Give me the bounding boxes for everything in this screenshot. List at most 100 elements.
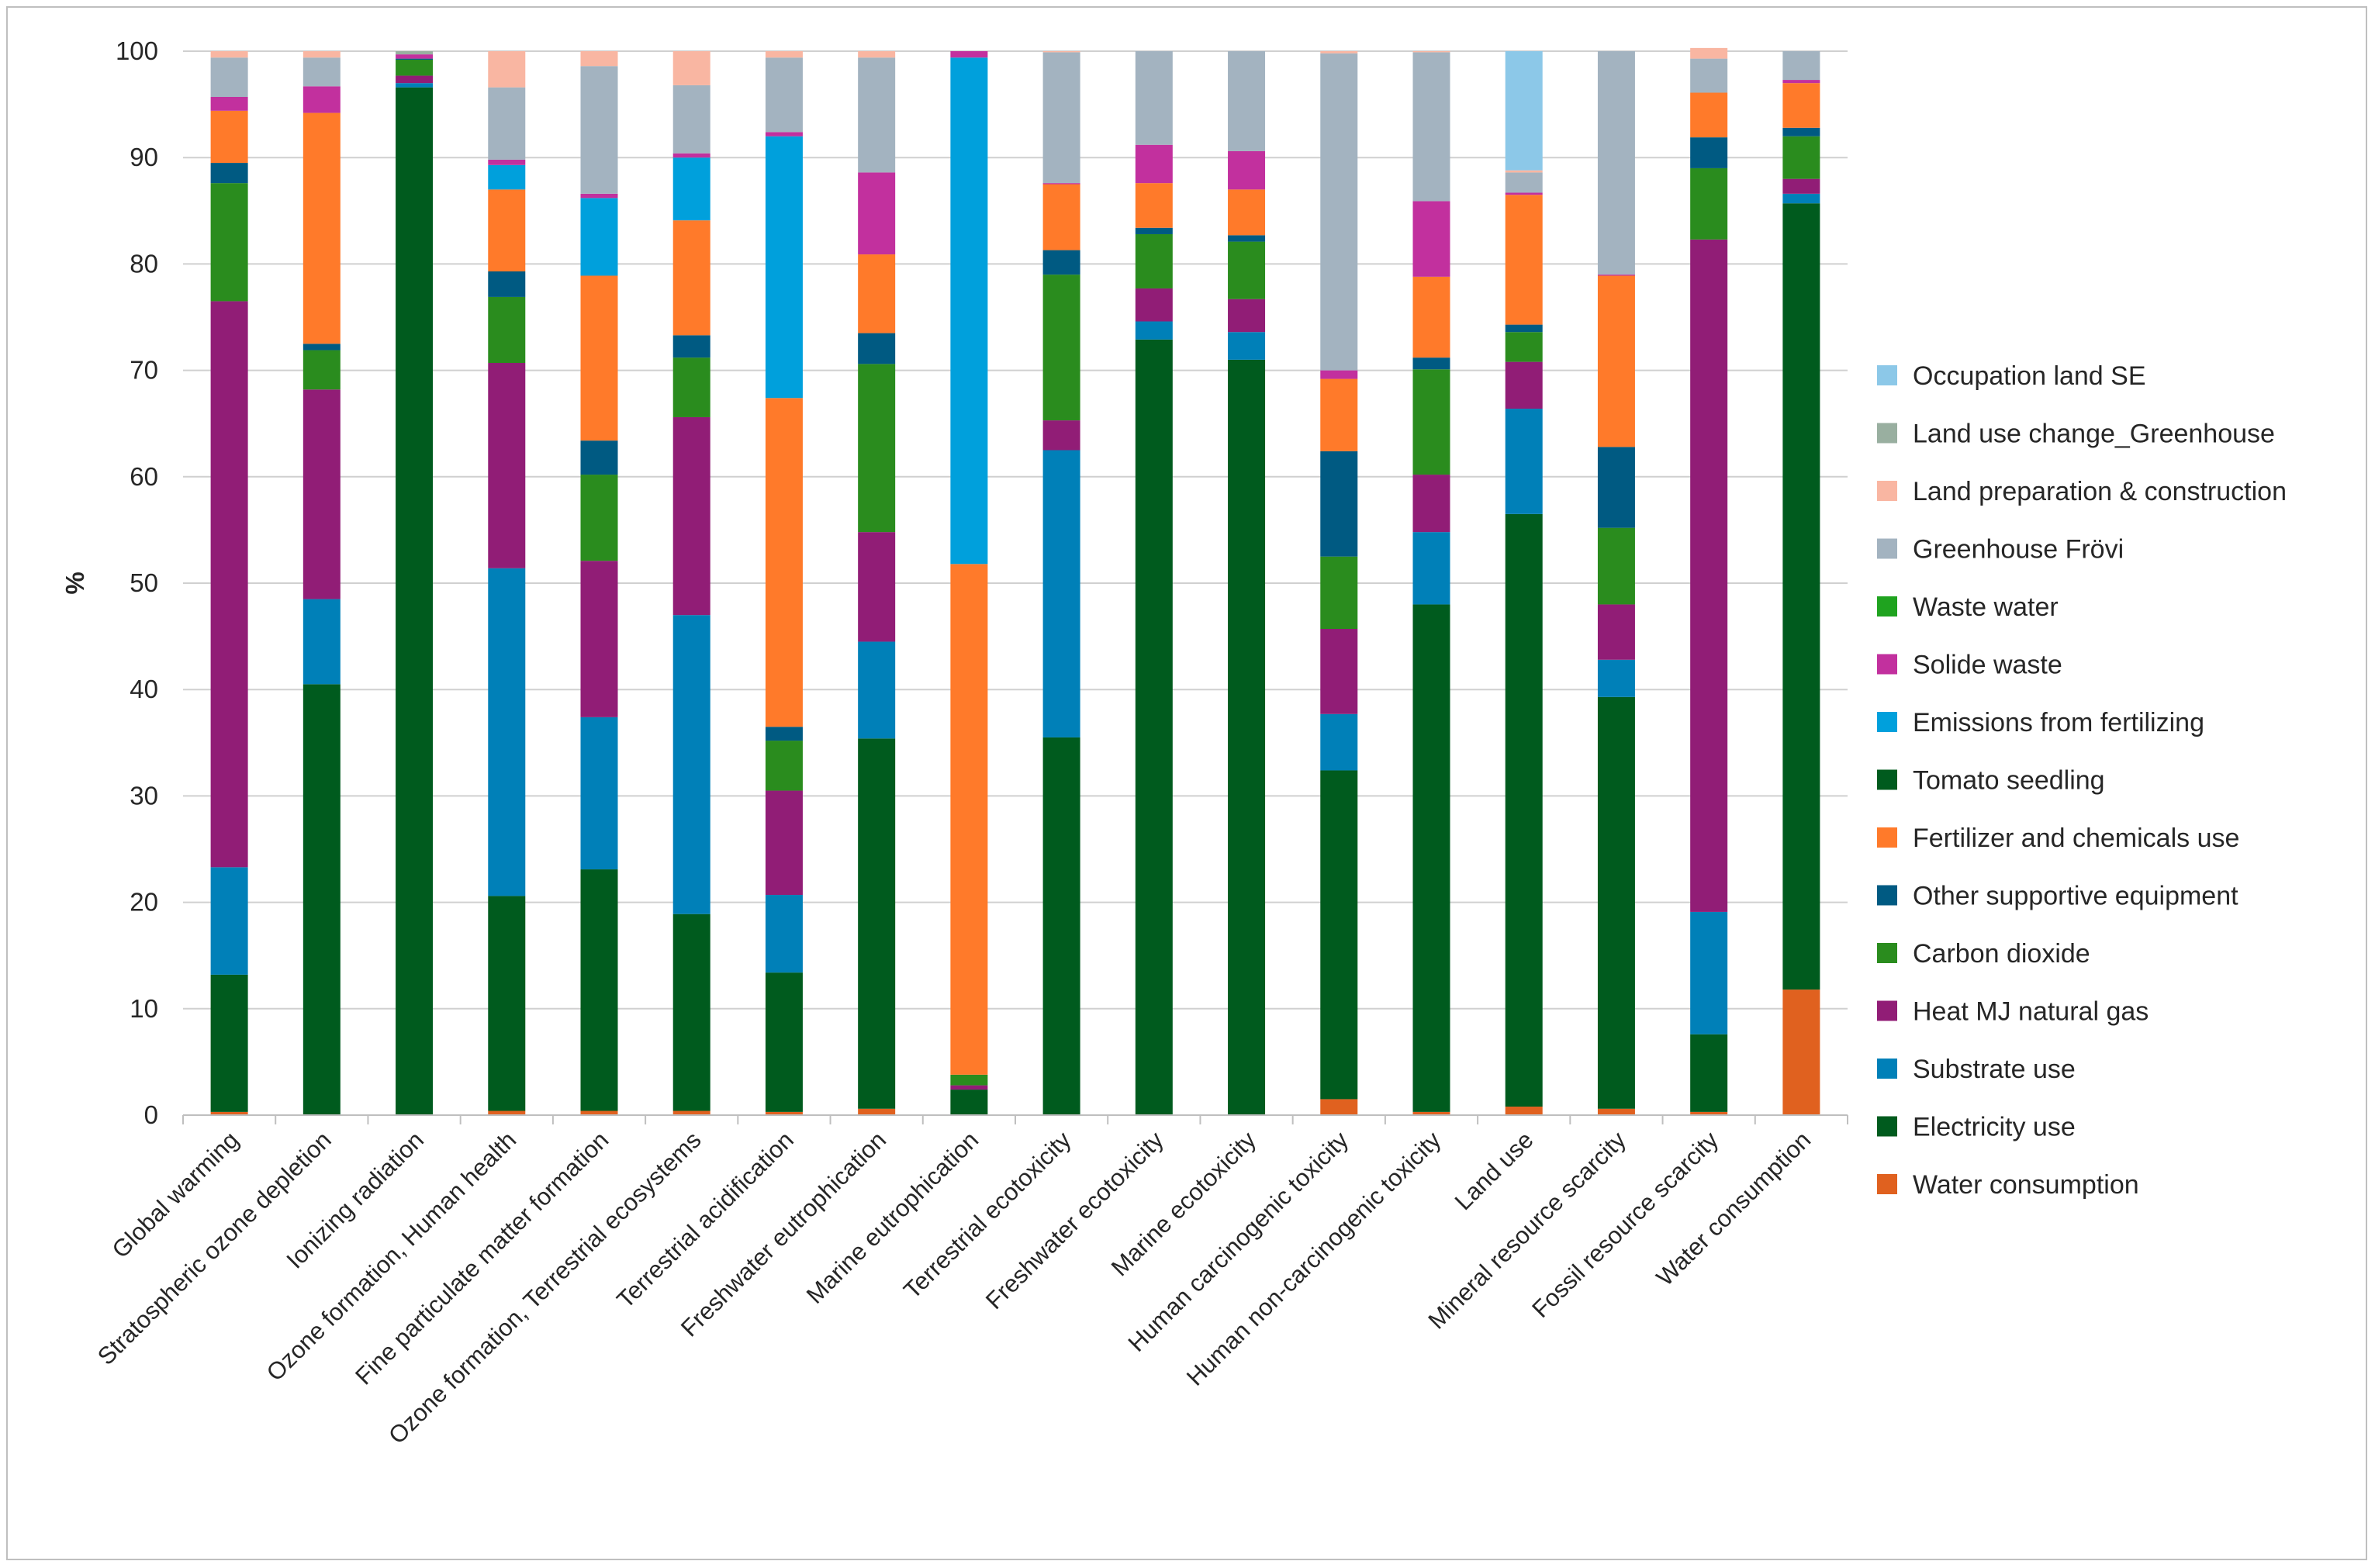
bar-segment [1505,195,1543,325]
bar-segment [1505,332,1543,362]
legend-swatch [1877,769,1897,790]
bar-segment [858,333,896,364]
bar-segment [396,87,434,1116]
bar-segment [302,599,341,685]
bar-segment [1135,288,1173,322]
bar-segment [765,398,803,727]
bar-segment [858,57,896,173]
bar-segment [1597,447,1635,528]
bar-segment [858,532,896,642]
bar-segment [1412,357,1450,370]
bar-segment [210,183,248,302]
bar-segment [1690,1111,1728,1115]
bar-segment [1412,369,1450,475]
bar-segment [210,96,248,111]
bar-segment [302,344,341,351]
bar-segment [672,357,710,417]
bar-segment [396,59,434,76]
bar-segment [1320,51,1358,54]
bar-segment [1690,911,1728,1034]
category-label: Ozone formation, Terrestrial ecosystems [383,1126,707,1449]
bar-segment [580,275,618,441]
bar-segment [858,254,896,333]
bar-segment [1412,604,1450,1112]
bar-segment [1690,92,1728,138]
bar-segment [1782,193,1820,204]
bar-stack [1135,51,1173,1115]
bar-segment [1320,378,1358,451]
y-tick-label: 90 [130,143,158,171]
bar-segment [1690,239,1728,912]
bar-segment [580,193,618,199]
bar-segment [1690,137,1728,168]
bar-segment [1042,737,1080,1115]
bar-segment [1412,276,1450,358]
bar-segment [672,85,710,154]
bar-segment [580,717,618,870]
bar-segment [1320,370,1358,379]
legend-swatch [1877,1059,1897,1079]
legend-swatch [1877,885,1897,906]
bar-segment [765,790,803,895]
bar-segment [488,896,526,1111]
y-tick-label: 10 [130,994,158,1023]
bar-segment [1412,532,1450,605]
bar-segment [765,136,803,399]
bar-segment [672,157,710,221]
bar-stack [580,51,618,1115]
bar-stack [950,51,988,1115]
bar-segment [950,1090,988,1115]
bar-segment [1412,201,1450,277]
bar-segment [1597,696,1635,1109]
bar-segment [765,1111,803,1115]
bar-segment [396,58,434,60]
gridlines [183,50,1848,1010]
legend-swatch [1877,712,1897,732]
bar-segment [1320,628,1358,714]
bar-segment [210,51,248,58]
bar-segment [210,867,248,975]
bar-segment [672,914,710,1111]
bar-segment [1782,80,1820,84]
legend-label: Electricity use [1913,1113,2076,1142]
bar-segment [672,153,710,158]
bar-segment [1042,183,1080,185]
bar-segment [1135,339,1173,1115]
bar-segment [580,51,618,67]
y-tick-label: 70 [130,356,158,385]
bar-segment [1782,203,1820,990]
bar-segment [580,66,618,194]
y-tick-label: 50 [130,568,158,597]
bar-segment [396,75,434,84]
bar-segment [672,1110,710,1115]
bar-segment [210,974,248,1112]
bar-segment [1135,144,1173,184]
bar-segment [1228,332,1266,360]
bar-segment [765,894,803,973]
bar-segment [1782,136,1820,179]
bar-segment [765,727,803,741]
bar-segment [950,1085,988,1090]
bar-segment [1320,1099,1358,1115]
bar-stack [1320,51,1358,1115]
x-axis-ticks [182,1115,1848,1124]
bar-stack [1042,51,1080,1115]
bar-segment [1782,989,1820,1115]
bar-segment [1597,527,1635,605]
bar-segment [950,1074,988,1086]
bar-segment [488,1110,526,1115]
bar-segment [210,57,248,97]
y-tick-label: 0 [144,1100,158,1129]
y-axis-label: % [60,572,89,594]
bar-stack [396,51,434,1116]
bar-segment [858,364,896,533]
bar-segment [580,440,618,475]
bar-stack [1412,51,1450,1115]
category-label: Land use [1450,1126,1539,1215]
y-tick-label: 30 [130,781,158,810]
bar-segment [1228,299,1266,333]
bar-segment [488,51,526,88]
bar-stack [1505,51,1543,1115]
bar-segment [1597,1108,1635,1115]
